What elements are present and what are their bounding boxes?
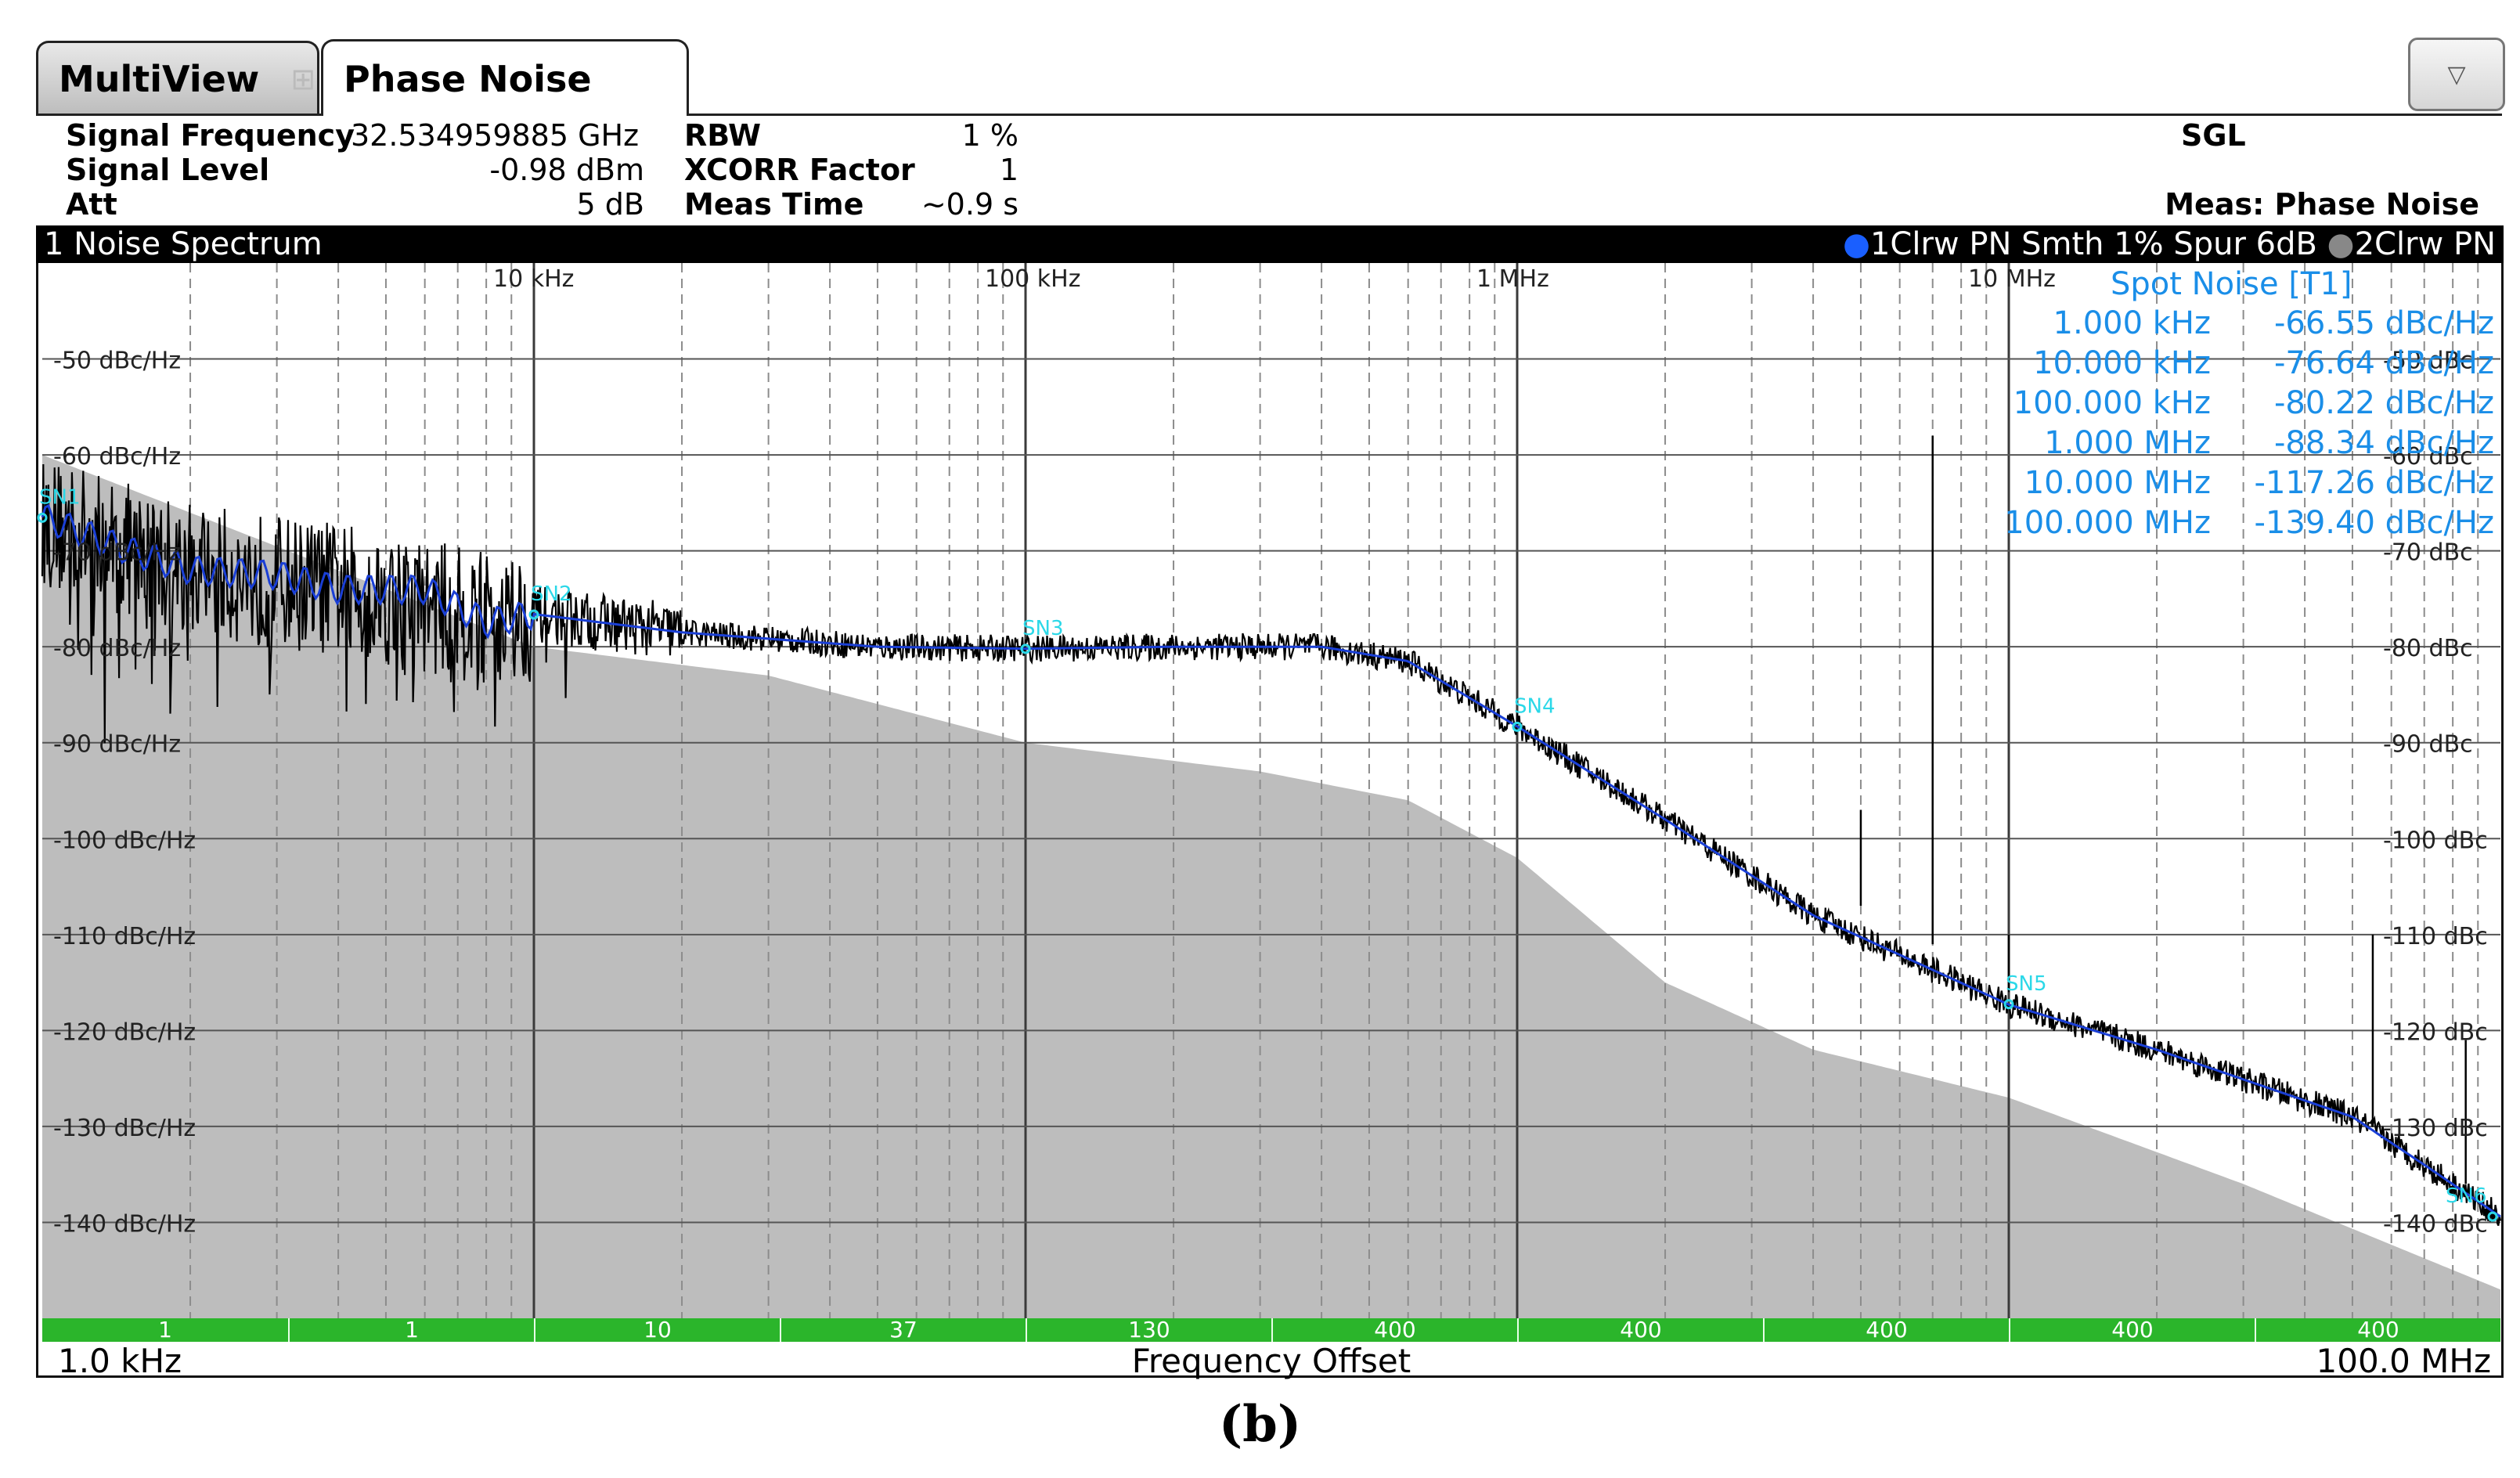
tab-underline — [36, 114, 2502, 116]
spot-noise-marker-label: SN1 — [39, 485, 81, 509]
figure-caption: (b) — [1218, 1395, 1302, 1454]
tab-phase-noise-label: Phase Noise — [344, 57, 592, 100]
spot-noise-value: -76.64 dBc/Hz — [2273, 345, 2494, 381]
spot-noise-marker — [37, 512, 48, 523]
spot-noise-marker — [2003, 999, 2014, 1010]
x-tick-label: 10 MHz — [1968, 265, 2056, 293]
y-tick-label-left: -90 dBc/Hz — [53, 731, 181, 759]
xcorr-segment: 400 — [2009, 1318, 2255, 1342]
y-tick-label-right: -80 dBc — [2383, 635, 2473, 662]
y-tick-label-right: -60 dBc — [2383, 443, 2473, 470]
xcorr-segment: 1 — [158, 1317, 172, 1343]
y-tick-label-right: -90 dBc — [2383, 731, 2473, 759]
window-title-bar: 1 Noise Spectrum ●1Clrw PN Smth 1% Spur … — [36, 225, 2504, 263]
signal-level-label: Signal Level — [66, 153, 270, 187]
meas-time-value: ~0.9 s — [921, 187, 1018, 222]
spot-noise-value: -66.55 dBc/Hz — [2273, 305, 2494, 341]
xcorr-segment: 400 — [1763, 1318, 2009, 1342]
x-tick-label: 10 kHz — [493, 265, 574, 293]
spot-noise-marker — [528, 609, 539, 620]
xcorr-segment: 130 — [1026, 1318, 1271, 1342]
window-menu-button[interactable]: ▽ — [2408, 38, 2505, 111]
spot-noise-marker — [2487, 1211, 2498, 1222]
xcorr-segment: 1 — [288, 1318, 534, 1342]
spot-noise-offset: 1.000 MHz — [2044, 425, 2211, 461]
spot-noise-marker-label: SN5 — [2006, 972, 2047, 996]
spot-noise-offset: 1.000 kHz — [2053, 305, 2211, 341]
window-title: 1 Noise Spectrum — [44, 226, 323, 262]
spot-noise-offset: 100.000 kHz — [2013, 385, 2211, 421]
sweep-mode: SGL — [2181, 118, 2246, 153]
x-axis-title: Frequency Offset — [1131, 1342, 1411, 1380]
xcorr-factor-label: XCORR Factor — [684, 153, 915, 187]
trace1-indicator-icon: ● — [1843, 226, 1870, 262]
spot-noise-value: -117.26 dBc/Hz — [2254, 465, 2494, 501]
y-tick-label-right: -100 dBc — [2383, 827, 2488, 854]
y-tick-label-left: -70 dBc/Hz — [53, 539, 181, 567]
y-tick-label-right: -110 dBc — [2383, 923, 2488, 950]
spot-noise-offset: 100.000 MHz — [2004, 505, 2211, 541]
x-tick-label: 1 MHz — [1476, 265, 1549, 293]
y-tick-label-right: -70 dBc — [2383, 539, 2473, 567]
x-start-label: 1.0 kHz — [58, 1342, 182, 1380]
y-tick-label-right: -120 dBc — [2383, 1018, 2488, 1046]
y-tick-label-right: -140 dBc — [2383, 1210, 2488, 1238]
x-axis-footer: 1.0 kHz Frequency Offset 100.0 MHz — [42, 1342, 2500, 1380]
tab-multiview-label: MultiView — [59, 57, 260, 100]
xcorr-segment: 10 — [534, 1318, 780, 1342]
spot-noise-marker-label: SN4 — [1514, 694, 1556, 718]
signal-frequency-label: Signal Frequency — [66, 118, 355, 153]
rbw-value: 1 % — [961, 118, 1018, 153]
trace2-indicator-icon: ● — [2327, 226, 2355, 262]
y-tick-label-left: -80 dBc/Hz — [53, 635, 181, 662]
y-tick-label-left: -60 dBc/Hz — [53, 443, 181, 470]
spot-noise-marker-label: SN3 — [1022, 617, 1064, 640]
xcorr-segment: 37 — [780, 1318, 1026, 1342]
spot-noise-marker — [1020, 643, 1031, 654]
tab-multiview[interactable]: MultiView ⊞ — [36, 41, 319, 114]
measurement-name: Meas: Phase Noise — [2165, 187, 2479, 222]
spot-noise-title: Spot Noise [T1] — [2111, 266, 2352, 302]
multiview-grid-icon: ⊞ — [290, 61, 316, 96]
spot-noise-marker-label: SN2 — [531, 582, 572, 606]
xcorr-segment: 400 — [1517, 1318, 1763, 1342]
y-tick-label-left: -120 dBc/Hz — [53, 1018, 196, 1046]
noise-floor-area — [42, 455, 2500, 1318]
xcorr-factor-value: 1 — [999, 153, 1018, 187]
meas-time-label: Meas Time — [684, 187, 864, 222]
y-tick-label-left: -140 dBc/Hz — [53, 1210, 196, 1238]
trace2-info: 2Clrw PN — [2354, 226, 2496, 262]
spot-noise-marker — [1512, 721, 1523, 732]
spot-noise-marker-label: SN6 — [2446, 1184, 2487, 1208]
xcorr-segment-bar: 1 1 10 37 130 400 400 400 400 400 — [42, 1318, 2500, 1342]
xcorr-segment: 400 — [2255, 1318, 2500, 1342]
trace-2-smoothed — [41, 503, 2501, 1218]
signal-frequency-value: 32.534959885 GHz — [351, 118, 640, 153]
spot-noise-offset: 10.000 kHz — [2033, 345, 2211, 381]
att-label: Att — [66, 187, 117, 222]
triangle-down-icon: ▽ — [2447, 60, 2466, 88]
spot-noise-value: -80.22 dBc/Hz — [2273, 385, 2494, 421]
tab-phase-noise[interactable]: Phase Noise — [321, 39, 689, 116]
att-value: 5 dB — [576, 187, 644, 222]
rbw-label: RBW — [684, 118, 762, 153]
spot-noise-value: -139.40 dBc/Hz — [2254, 505, 2494, 541]
trace-1-raw — [41, 463, 2502, 1227]
y-tick-label-left: -130 dBc/Hz — [53, 1115, 196, 1142]
x-tick-label: 100 kHz — [985, 265, 1080, 293]
y-tick-label-left: -100 dBc/Hz — [53, 827, 196, 854]
spot-noise-table: Spot Noise [T1] 1.000 kHz -66.55 dBc/Hz 10… — [1926, 266, 2497, 541]
xcorr-segment: 400 — [1271, 1318, 1517, 1342]
spot-noise-value: -88.34 dBc/Hz — [2273, 425, 2494, 461]
y-tick-label-right: -50 dBc — [2383, 348, 2473, 375]
y-tick-label-right: -130 dBc — [2383, 1115, 2488, 1142]
y-tick-label-left: -110 dBc/Hz — [53, 923, 196, 950]
x-stop-label: 100.0 MHz — [2316, 1342, 2491, 1380]
spot-noise-offset: 10.000 MHz — [2024, 465, 2211, 501]
y-tick-label-left: -50 dBc/Hz — [53, 348, 181, 375]
signal-level-value: -0.98 dBm — [489, 153, 644, 187]
trace1-info: 1Clrw PN Smth 1% Spur 6dB — [1869, 226, 2317, 262]
